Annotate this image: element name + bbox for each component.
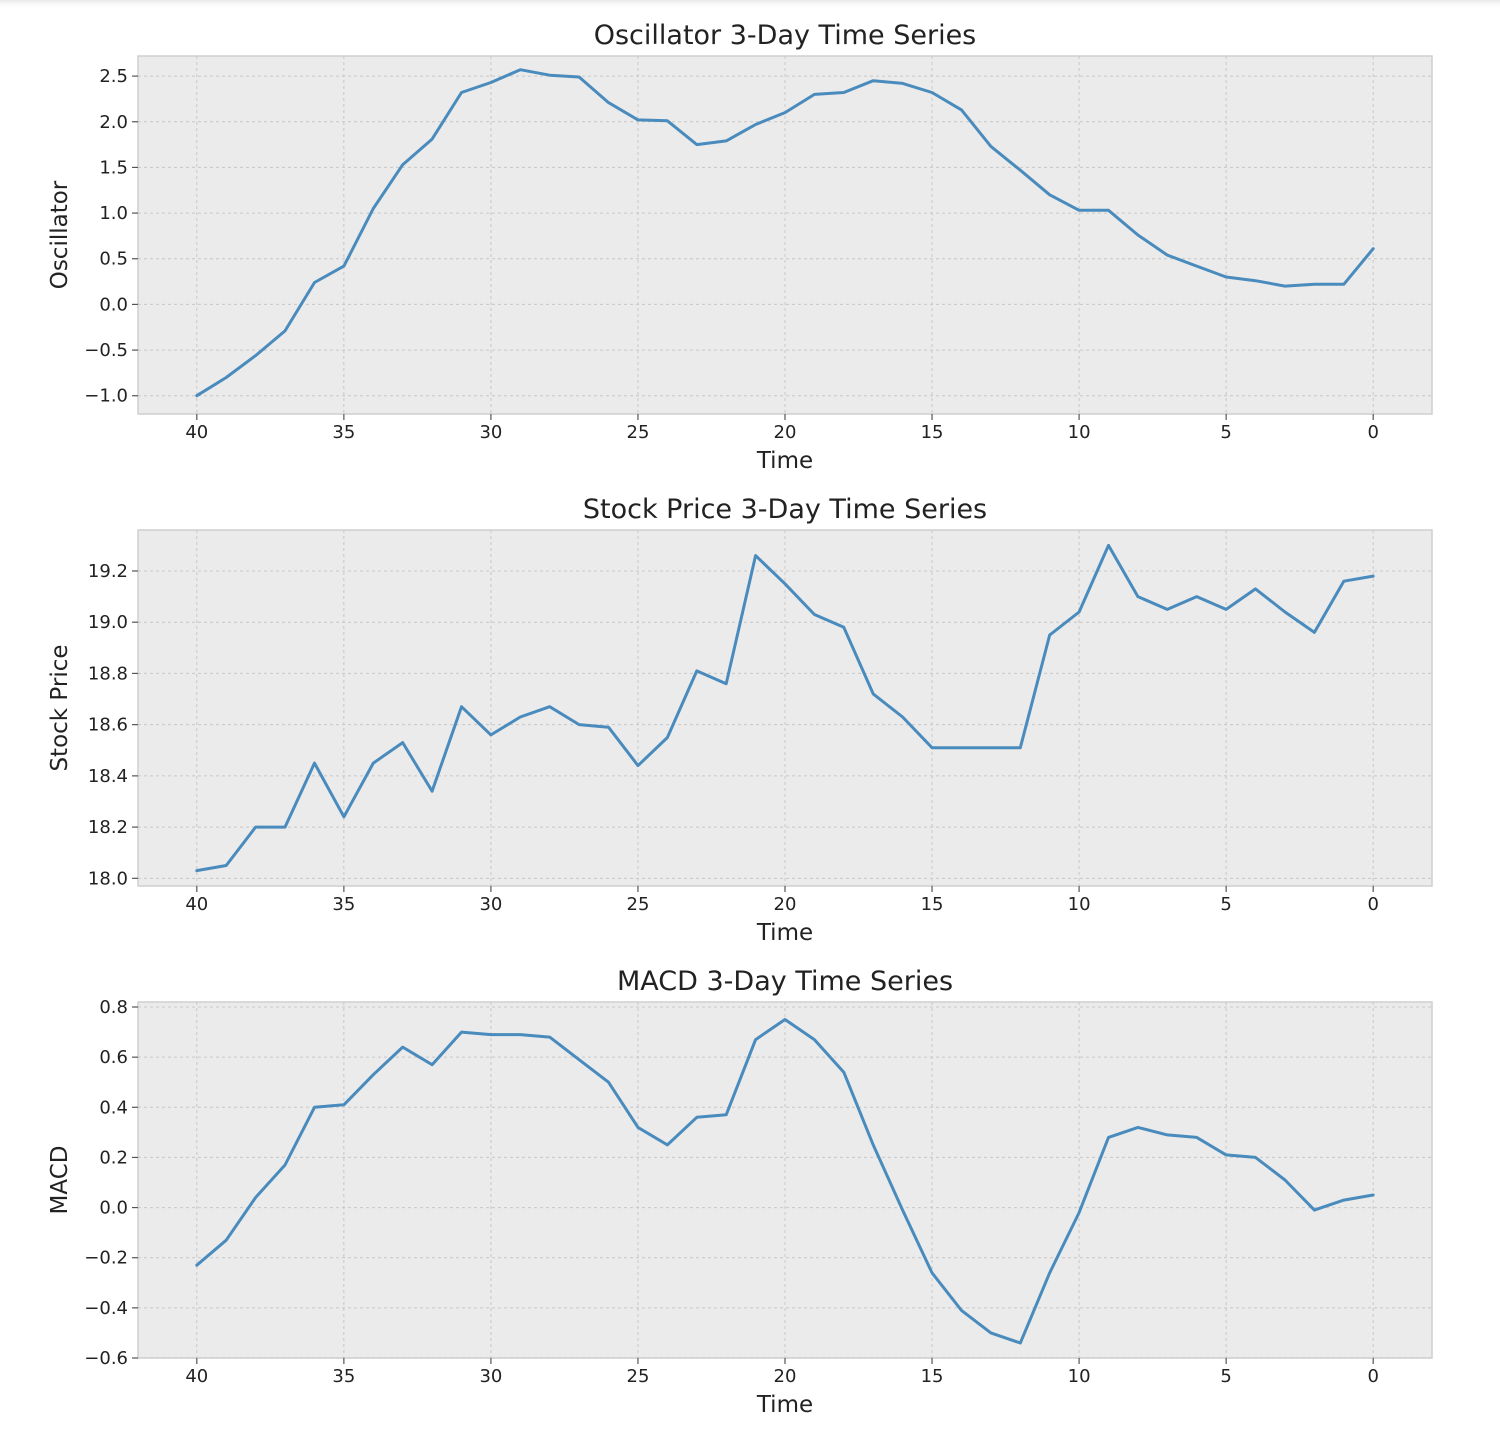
chart-panel-2: 40 35 30 25 20 15 10 5 0 18.0 18.2 18.4 18.6 18.8 19.0… [47, 494, 1432, 946]
x-axis-label: Time [756, 448, 813, 474]
x-axis-label: Time [756, 920, 813, 946]
y-tick-label: 18.4 [88, 766, 128, 787]
y-tick-label: −1.0 [84, 386, 128, 407]
x-tick-label: 25 [627, 894, 650, 915]
y-tick-label: 18.8 [88, 663, 128, 684]
x-tick-label: 25 [627, 422, 650, 443]
chart-title: MACD 3-Day Time Series [617, 966, 953, 997]
x-tick-label: 35 [332, 894, 355, 915]
y-tick-label: 18.0 [88, 868, 128, 889]
y-tick-label: 1.5 [99, 157, 128, 178]
y-tick-label: −0.6 [84, 1348, 128, 1369]
chart-title: Stock Price 3-Day Time Series [583, 494, 987, 525]
y-tick-label: −0.5 [84, 340, 128, 361]
x-axis-label: Time [756, 1392, 813, 1418]
y-tick-label: 0.8 [99, 997, 128, 1018]
x-tick-label: 20 [774, 422, 797, 443]
x-tick-label: 15 [921, 894, 944, 915]
x-tick-label: 5 [1220, 1366, 1231, 1387]
y-tick-label: 0.0 [99, 1198, 128, 1219]
x-tick-label: 0 [1367, 1366, 1378, 1387]
x-tick-label: 5 [1220, 894, 1231, 915]
x-tick-label: 20 [774, 1366, 797, 1387]
chart-panel-1: 40 35 30 25 20 15 10 5 0 −1.0 −0.5 0.0 0.5 1.0 1.5 2.0 2… [47, 20, 1432, 474]
y-tick-label: 0.6 [99, 1047, 128, 1068]
x-tick-label: 25 [627, 1366, 650, 1387]
x-tick-label: 0 [1367, 894, 1378, 915]
x-tick-label: 15 [921, 422, 944, 443]
y-tick-label: 19.2 [88, 561, 128, 582]
y-tick-label: 0.2 [99, 1147, 128, 1168]
y-tick-label: 2.5 [99, 66, 128, 87]
y-axis-label: Oscillator [47, 180, 73, 289]
y-axis-label: MACD [47, 1146, 73, 1215]
plot-area [138, 56, 1432, 414]
x-tick-label: 30 [479, 894, 502, 915]
x-tick-label: 10 [1068, 894, 1091, 915]
x-tick-label: 15 [921, 1366, 944, 1387]
y-tick-label: 2.0 [99, 112, 128, 133]
x-tick-label: 0 [1367, 422, 1378, 443]
x-tick-label: 20 [774, 894, 797, 915]
y-tick-label: 0.0 [99, 294, 128, 315]
y-tick-label: 18.2 [88, 817, 128, 838]
y-tick-label: 19.0 [88, 612, 128, 633]
x-tick-label: 5 [1220, 422, 1231, 443]
x-tick-label: 40 [185, 1366, 208, 1387]
chart-title: Oscillator 3-Day Time Series [594, 20, 977, 51]
y-tick-label: 0.5 [99, 249, 128, 270]
y-tick-label: −0.2 [84, 1248, 128, 1269]
x-tick-label: 10 [1068, 1366, 1091, 1387]
y-tick-label: −0.4 [84, 1298, 128, 1319]
y-tick-label: 1.0 [99, 203, 128, 224]
x-tick-label: 40 [185, 422, 208, 443]
x-tick-label: 40 [185, 894, 208, 915]
x-tick-label: 10 [1068, 422, 1091, 443]
chart-panel-3: 40 35 30 25 20 15 10 5 0 −0.6 −0.4 −0.2 0.0 0.2 0.4 0.6… [47, 966, 1432, 1418]
y-tick-label: 0.4 [99, 1097, 128, 1118]
x-tick-label: 35 [332, 422, 355, 443]
x-tick-label: 30 [479, 422, 502, 443]
y-axis-label: Stock Price [47, 644, 73, 771]
x-tick-label: 30 [479, 1366, 502, 1387]
x-tick-label: 35 [332, 1366, 355, 1387]
y-tick-label: 18.6 [88, 715, 128, 736]
